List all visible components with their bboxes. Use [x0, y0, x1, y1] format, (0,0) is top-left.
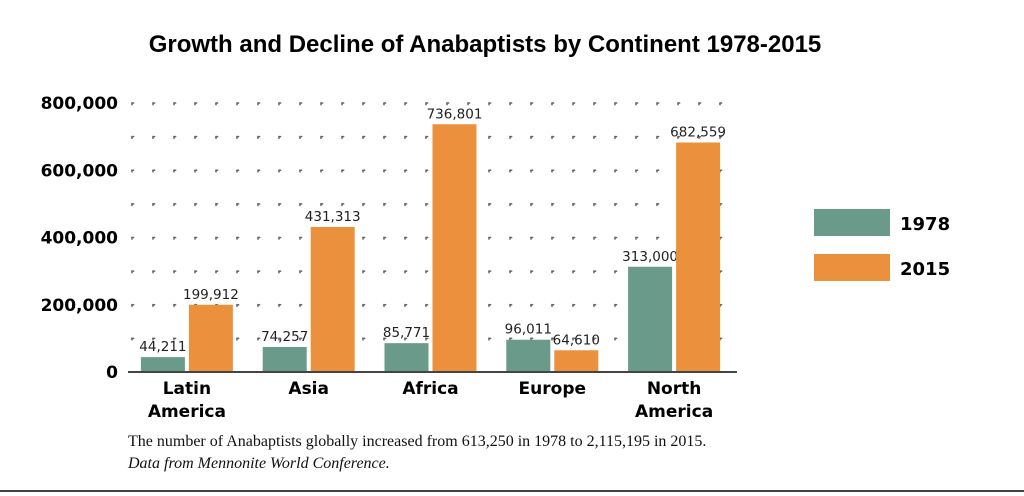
legend-swatch-2015: [814, 254, 890, 281]
footnote-summary: The number of Anabaptists globally incre…: [128, 433, 707, 450]
x-tick-label: Europe: [519, 379, 586, 399]
data-label-1978: 96,011: [505, 322, 552, 338]
y-tick-label: 200,000: [41, 296, 119, 316]
data-label-1978: 44,211: [139, 339, 186, 355]
x-tick-label: North: [647, 379, 702, 399]
bar-chart: Growth and Decline of Anabaptists by Con…: [41, 31, 951, 422]
bar-2015: [188, 304, 233, 372]
bar-1978: [628, 266, 673, 372]
data-label-2015: 431,313: [305, 209, 361, 225]
data-label-1978: 313,000: [622, 249, 678, 265]
legend-label-2015: 2015: [900, 259, 950, 280]
y-tick-label: 400,000: [41, 229, 119, 249]
legend-swatch-1978: [814, 209, 890, 236]
data-label-2015: 64,610: [553, 332, 600, 348]
data-label-2015: 682,559: [670, 124, 726, 140]
bar-2015: [310, 226, 355, 372]
bar-1978: [140, 357, 185, 372]
data-label-2015: 736,801: [427, 106, 483, 122]
y-tick-label: 800,000: [41, 94, 119, 114]
data-label-1978: 74,257: [261, 329, 308, 345]
bar-2015: [554, 350, 599, 372]
bars: 44,211 199,912 74,257 431,313 85,771 736,801 9…: [139, 106, 726, 372]
x-tick-label: Asia: [288, 379, 329, 399]
bar-1978: [506, 339, 551, 372]
legend-label-1978: 1978: [900, 214, 950, 235]
bar-1978: [262, 347, 307, 372]
y-axis: 0 200,000 400,000 600,000 800,000: [41, 94, 119, 383]
bar-2015: [676, 142, 721, 372]
y-tick-label: 0: [106, 363, 118, 383]
x-tick-label: Africa: [402, 379, 458, 399]
x-tick-label: Latin: [163, 379, 211, 399]
data-label-1978: 85,771: [383, 325, 430, 341]
x-tick-label: America: [635, 402, 713, 422]
data-label-2015: 199,912: [183, 287, 239, 303]
footnote-source: Data from Mennonite World Conference.: [128, 455, 390, 472]
chart-title: Growth and Decline of Anabaptists by Con…: [149, 31, 822, 58]
x-tick-label: America: [148, 402, 226, 422]
legend: 1978 2015: [814, 209, 950, 281]
y-tick-label: 600,000: [41, 161, 119, 181]
bottom-divider: [0, 490, 1024, 492]
bar-1978: [384, 343, 429, 372]
bar-2015: [432, 124, 477, 372]
x-axis: Latin America Asia Africa Europe North America: [128, 371, 737, 422]
